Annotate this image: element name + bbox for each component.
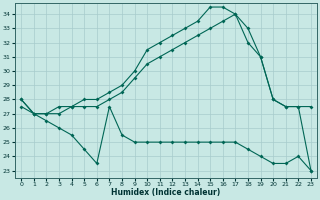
X-axis label: Humidex (Indice chaleur): Humidex (Indice chaleur) bbox=[111, 188, 221, 197]
